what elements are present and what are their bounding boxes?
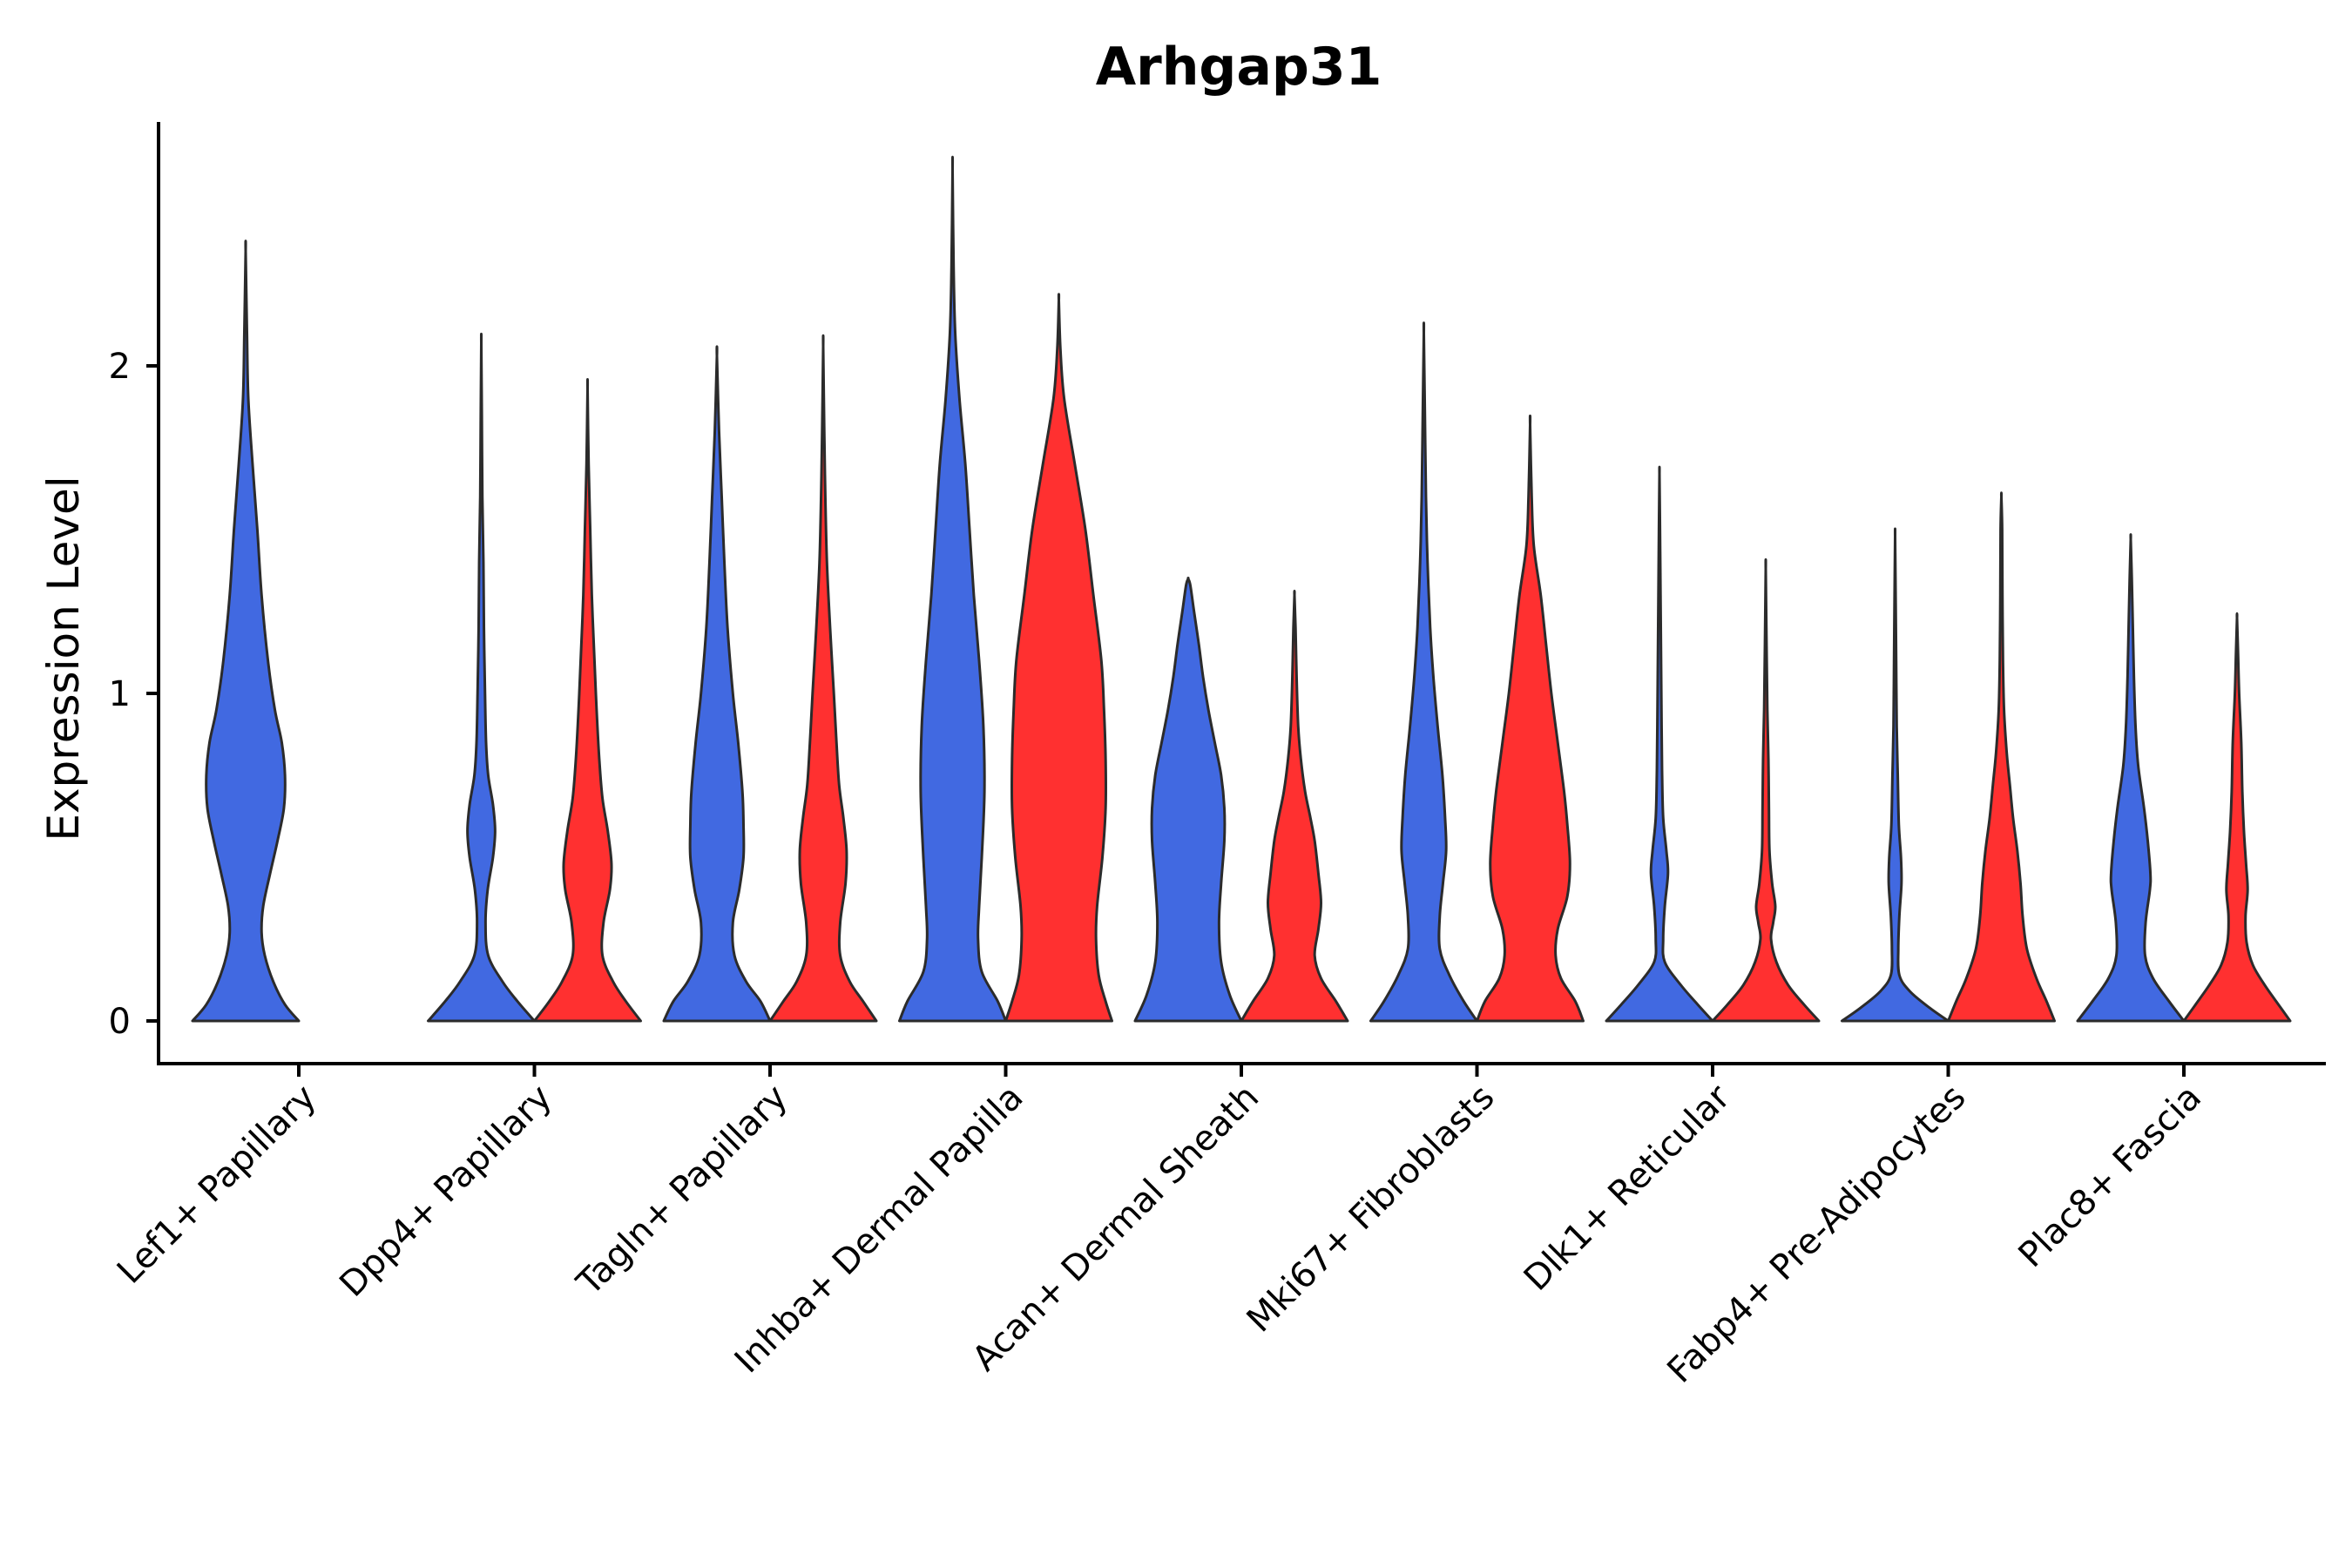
x-ticks-layer: Lef1+ Papillary Dpp4+ Papillary Tagln+ Pap… xyxy=(110,1064,2209,1391)
violin-fabp4-pre-adipocytes-group-1 xyxy=(1841,527,1950,1023)
violin-acan-dermal-sheath-group-1 xyxy=(1133,576,1243,1023)
violin-dpp4-papillary-group-1 xyxy=(427,332,536,1023)
violin-dpp4-papillary-group-2 xyxy=(533,378,642,1023)
x-tick-label-tagln-papillary: Tagln+ Papillary xyxy=(569,1078,795,1304)
violin-plac8-fascia-group-2 xyxy=(2182,612,2292,1023)
violin-tagln-papillary-group-2 xyxy=(768,334,878,1023)
violin-tagln-papillary-group-1 xyxy=(662,345,772,1023)
x-tick-label-lef1-papillary: Lef1+ Papillary xyxy=(110,1078,324,1292)
y-axis-label: Expression Level xyxy=(38,476,89,841)
chart-title: Arhgap31 xyxy=(1096,37,1382,98)
x-tick-label-dlk1-reticular: Dlk1+ Reticular xyxy=(1517,1077,1739,1299)
violin-mki67-fibroblasts-group-2 xyxy=(1476,414,1585,1023)
violin-dlk1-reticular-group-2 xyxy=(1711,558,1821,1023)
violin-inhba-dermal-papilla-group-1 xyxy=(898,155,1007,1023)
x-tick-label-plac8-fascia: Plac8+ Fascia xyxy=(2011,1078,2210,1276)
y-tick-label-2: 2 xyxy=(109,347,131,387)
y-tick-label-0: 0 xyxy=(109,1002,131,1042)
violin-plac8-fascia-group-1 xyxy=(2076,533,2186,1023)
violin-mki67-fibroblasts-group-1 xyxy=(1369,321,1478,1023)
x-tick-label-dpp4-papillary: Dpp4+ Papillary xyxy=(332,1078,559,1305)
violins-layer xyxy=(191,155,2292,1023)
violin-lef1-papillary-group-1 xyxy=(191,240,301,1023)
violin-dlk1-reticular-group-1 xyxy=(1605,465,1714,1023)
x-tick-label-mki67-fibroblasts: Mki67+ Fibroblasts xyxy=(1240,1078,1503,1341)
y-ticks-layer: 0 1 2 xyxy=(109,347,159,1042)
violin-fabp4-pre-adipocytes-group-2 xyxy=(1947,491,2056,1023)
y-tick-label-1: 1 xyxy=(109,674,131,714)
violin-inhba-dermal-papilla-group-2 xyxy=(1004,293,1113,1023)
violin-acan-dermal-sheath-group-2 xyxy=(1240,589,1349,1023)
